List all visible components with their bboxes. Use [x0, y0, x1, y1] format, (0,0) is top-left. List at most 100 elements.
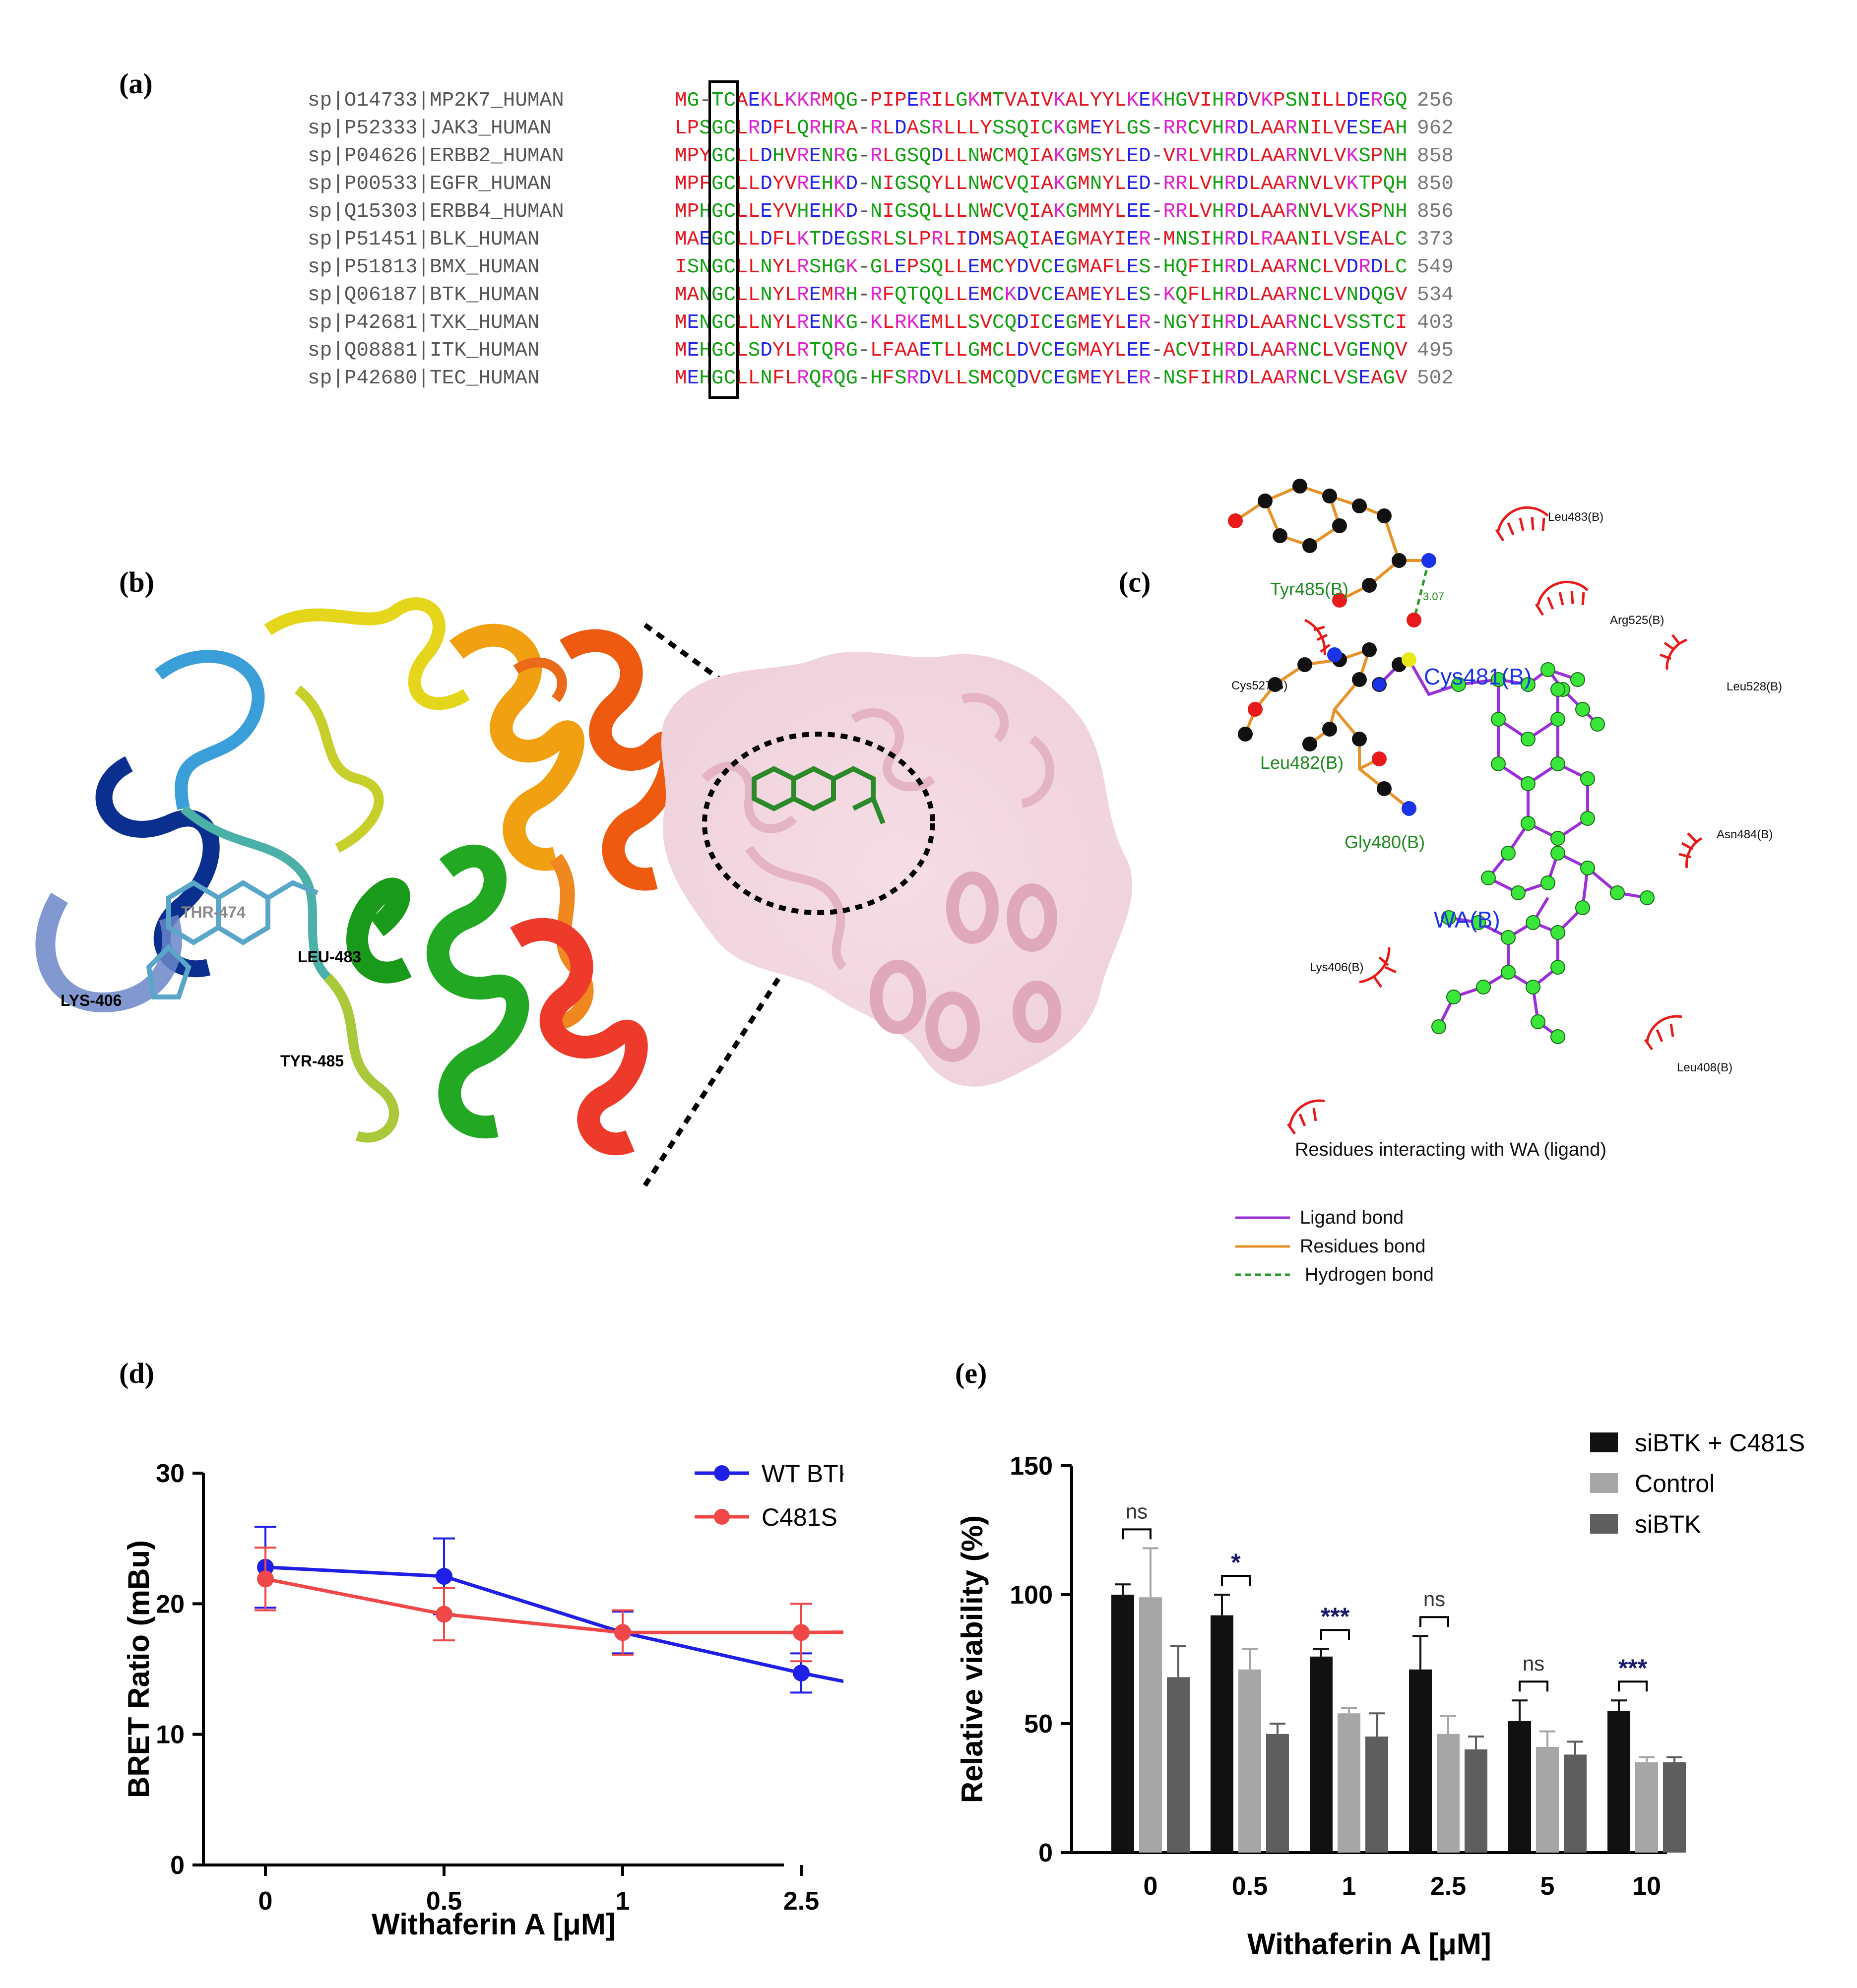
sequence-id: sp|P42681|TXK_HUMAN	[308, 311, 540, 334]
x-tick-label: 2.5	[1430, 1872, 1466, 1901]
bar	[1607, 1711, 1630, 1853]
cysteine-highlight-box	[708, 80, 739, 399]
significance-label: ns	[1523, 1652, 1544, 1675]
bar	[1167, 1677, 1190, 1853]
significance-label: ***	[1618, 1654, 1648, 1682]
significance-label: ns	[1126, 1499, 1148, 1523]
y-tick-label: 150	[1010, 1452, 1053, 1481]
legend-label: C481S BTK	[762, 1503, 843, 1531]
x-tick-label: 0.5	[426, 1887, 462, 1916]
panel-label-a: (a)	[119, 67, 153, 100]
significance-bracket	[1419, 1616, 1449, 1627]
series-line-1	[265, 1577, 843, 1634]
legend-ligand-bond: Ligand bond	[1300, 1207, 1404, 1228]
ligand-sticks-left	[146, 880, 319, 999]
x-tick-label: 1	[616, 1887, 630, 1916]
y-axis-title: Relative viability (%)	[956, 1515, 989, 1803]
y-tick-label: 10	[156, 1721, 185, 1749]
sequence-id: sp|Q06187|BTK_HUMAN	[308, 284, 540, 307]
legend-swatch	[1590, 1473, 1618, 1493]
viability-bar-chart: 0 50 100 150 0 ns 0.5 * 1 *** 2.5 ns 5 ns 10 *** Withafe…	[956, 1429, 1805, 1961]
residue-position: 850	[1417, 173, 1454, 195]
sequence-id: sp|Q08881|ITK_HUMAN	[308, 339, 540, 362]
sequence-alignment: sp|O14733|MP2K7_HUMAN MG-TCAEKLKKRMQG-PIP…	[308, 80, 1598, 399]
data-point	[436, 1606, 452, 1623]
sequence-residues: MENGCLLNYLRENKG-KLRKEMLLSVCQDICEGMEYLER-…	[675, 311, 1408, 334]
x-tick-label: 0.5	[1232, 1872, 1268, 1901]
panel-label-b: (b)	[119, 566, 154, 598]
bound-ligand	[752, 766, 886, 824]
bar	[1139, 1597, 1162, 1853]
protein-structure-illustration: LYS-406 THR-474 LEU-483 TYR-485	[35, 597, 1133, 1187]
y-tick-label: 20	[156, 1590, 185, 1618]
x-axis-title: Withaferin A [μM]	[372, 1908, 616, 1941]
residue-name-wa: WA(B)	[1434, 907, 1500, 932]
residue-name-tyr485: Tyr485(B)	[1270, 579, 1348, 599]
legend-swatch-point	[714, 1509, 730, 1525]
bar	[1211, 1615, 1233, 1853]
sequence-residues: LPSGCLRDFLQRHRA-RLDASRLLLYSSQICKGMEYLGS-…	[675, 117, 1408, 140]
sequence-residues: MPYGCLLDHVRENRG-RLGSQDLLNWCMQIAKGMSYLED-…	[675, 145, 1408, 168]
residue-position: 534	[1417, 284, 1454, 307]
bar	[1508, 1721, 1531, 1853]
legend-label: WT BTK	[762, 1460, 843, 1488]
residue-position: 856	[1417, 200, 1454, 223]
ligand-carbon-atoms	[1431, 662, 1655, 1044]
x-tick-label: 10	[1632, 1872, 1661, 1901]
significance-bracket	[1618, 1680, 1648, 1692]
residue-name-leu482: Leu482(B)	[1260, 752, 1344, 773]
legend-label: siBTK	[1635, 1510, 1701, 1538]
x-tick-label: 0	[258, 1887, 273, 1916]
significance-label: ns	[1423, 1587, 1445, 1611]
residue-label-lys406: LYS-406	[61, 992, 122, 1009]
residue-position: 962	[1417, 117, 1454, 140]
panel-label-d: (d)	[119, 1357, 154, 1389]
residue-position: 502	[1417, 367, 1454, 390]
bar	[1635, 1762, 1658, 1853]
x-tick-label: 2.5	[783, 1887, 819, 1916]
y-tick-label: 0	[1038, 1839, 1053, 1867]
sulfur-atom	[1402, 652, 1416, 667]
bar	[1338, 1713, 1360, 1853]
sequence-residues: MANGCLLNYLREMRH-RFQTQQLLEMCKDVCEAMEYLES-…	[675, 284, 1408, 307]
panel-label-e: (e)	[955, 1357, 987, 1389]
y-tick-label: 100	[1010, 1581, 1053, 1610]
panel-label-c: (c)	[1119, 566, 1151, 598]
sequence-id: sp|P42680|TEC_HUMAN	[308, 367, 540, 390]
bar	[1266, 1734, 1289, 1853]
residue-label-leu483: LEU-483	[298, 948, 361, 966]
y-tick-label: 30	[156, 1459, 185, 1488]
residue-name-gly480: Gly480(B)	[1345, 832, 1425, 852]
oxygen-atoms	[1228, 513, 1421, 766]
sequence-residues: MAEGCLLDFLKTDEGSRLSLPRLIDMSAQIAEGMAYIER-…	[675, 228, 1408, 251]
contact-leu528: Leu528(B)	[1727, 680, 1782, 693]
bar	[1564, 1754, 1587, 1853]
bar	[1437, 1734, 1460, 1853]
bar	[1310, 1656, 1333, 1853]
sequence-residues: MEHGCLSDYLRTQRG-LFAAETLLGMCLDVCEGMAYLEE-…	[675, 339, 1408, 362]
bar	[1111, 1595, 1134, 1853]
binding-site-circle	[702, 732, 935, 915]
sequence-residues: MEHGCLLNFLRQRQG-HFSRDVLLSMCQDVCEGMEYLER-…	[675, 367, 1408, 390]
hydrogen-bond-line	[1412, 560, 1430, 621]
contact-arg525: Arg525(B)	[1610, 614, 1664, 627]
bar	[1536, 1746, 1559, 1853]
contact-cys527: Cys527(B)	[1231, 679, 1287, 692]
hydrophobic-contact-arcs	[1286, 506, 1703, 1135]
legend-residues-bond: Residues bond	[1300, 1236, 1426, 1257]
sequence-residues: MPFGCLLDYVREHKD-NIGSQYLLNWCVQIAKGMNYLED-…	[675, 173, 1408, 195]
residue-position: 858	[1417, 145, 1454, 168]
contact-leu408: Leu408(B)	[1677, 1061, 1732, 1074]
data-point	[257, 1570, 274, 1588]
data-point	[793, 1664, 810, 1681]
significance-bracket	[1519, 1680, 1548, 1692]
x-tick-label: 0	[1144, 1872, 1158, 1901]
x-axis-title: Withaferin A [μM]	[1247, 1927, 1491, 1961]
y-tick-label: 50	[1024, 1710, 1053, 1739]
legend-label: Control	[1635, 1470, 1715, 1497]
residue-carbon-atoms	[1238, 479, 1407, 796]
legend-swatch-point	[714, 1465, 730, 1481]
significance-bracket	[1122, 1528, 1152, 1540]
residue-position: 256	[1417, 89, 1454, 112]
x-tick-label: 5	[1540, 1872, 1555, 1901]
